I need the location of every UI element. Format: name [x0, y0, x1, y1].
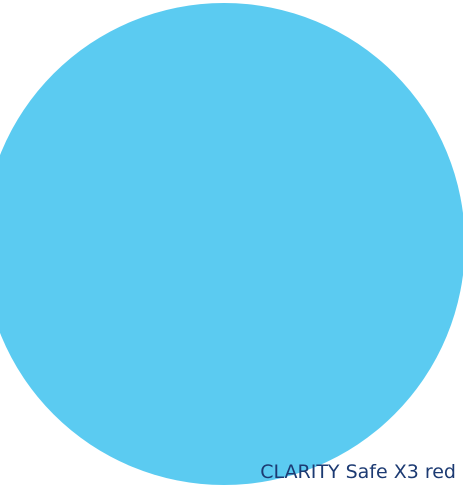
product-circle	[0, 3, 463, 485]
product-name: CLARITY Safe X3 red	[260, 461, 456, 483]
